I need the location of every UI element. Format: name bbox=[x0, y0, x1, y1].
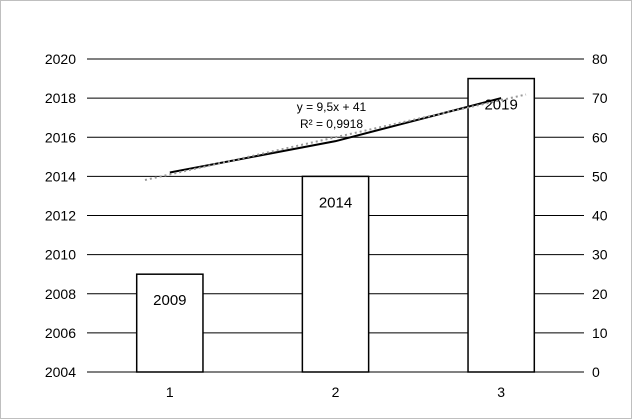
bar[interactable] bbox=[135, 273, 204, 373]
left-axis-tick-label: 2006 bbox=[45, 325, 76, 341]
right-axis-tick-label: 30 bbox=[592, 247, 608, 263]
left-axis-tick-label: 2010 bbox=[45, 247, 76, 263]
left-axis-tick-label: 2004 bbox=[45, 364, 76, 380]
right-axis-tick-label: 80 bbox=[592, 51, 608, 67]
bar[interactable] bbox=[301, 175, 370, 373]
x-axis-tick-label: 1 bbox=[166, 384, 174, 400]
left-axis-tick-label: 2014 bbox=[45, 168, 76, 184]
left-axis-tick-label: 2016 bbox=[45, 129, 76, 145]
trendline bbox=[144, 93, 527, 181]
left-axis-tick-label: 2020 bbox=[45, 51, 76, 67]
right-axis-tick-label: 40 bbox=[592, 208, 608, 224]
bar-data-label: 2014 bbox=[319, 194, 352, 211]
right-axis-tick-label: 50 bbox=[592, 168, 608, 184]
bar[interactable] bbox=[467, 77, 536, 373]
trendline-r-squared: R² = 0,9918 bbox=[300, 117, 363, 131]
right-axis-tick-label: 10 bbox=[592, 325, 608, 341]
x-axis-tick-label: 2 bbox=[332, 384, 340, 400]
bar-data-label: 2009 bbox=[153, 292, 186, 309]
x-axis-tick-label: 3 bbox=[497, 384, 505, 400]
right-axis-tick-label: 70 bbox=[592, 90, 608, 106]
left-axis-tick-label: 2012 bbox=[45, 208, 76, 224]
left-axis-tick-label: 2018 bbox=[45, 90, 76, 106]
trendline-equation: y = 9,5x + 41 bbox=[297, 100, 367, 114]
right-axis-tick-label: 20 bbox=[592, 286, 608, 302]
right-axis-tick-label: 60 bbox=[592, 129, 608, 145]
right-axis-tick-label: 0 bbox=[592, 364, 600, 380]
left-axis-tick-label: 2008 bbox=[45, 286, 76, 302]
line-series[interactable] bbox=[169, 97, 502, 174]
